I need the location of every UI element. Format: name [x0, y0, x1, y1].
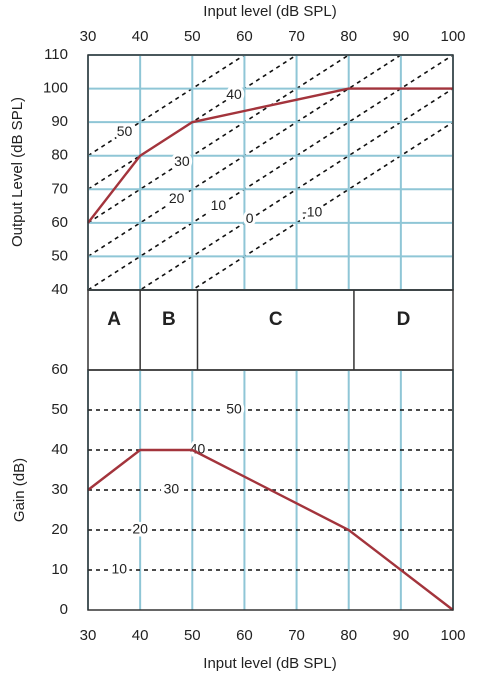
gain-label: 20: [132, 521, 148, 537]
y-tick-label: 50: [51, 247, 68, 264]
y-tick-label: 30: [51, 481, 68, 498]
y-tick-label: 20: [51, 521, 68, 538]
series-line: [87, 87, 453, 224]
x-tick-label: 50: [184, 28, 201, 45]
gain-line: [138, 87, 453, 290]
x-tick-label: 40: [132, 627, 149, 644]
plot: [88, 55, 453, 290]
gain-label: -10: [302, 203, 322, 219]
y-tick-label: 90: [51, 113, 68, 130]
y-axis-title: Gain (dB): [11, 458, 28, 522]
y-tick-label: 40: [51, 281, 68, 298]
y-tick-label: 110: [44, 46, 68, 63]
x-tick-label: 90: [393, 28, 410, 45]
gain-label: 50: [117, 123, 133, 139]
y-tick-label: 50: [51, 401, 68, 418]
x-tick-label: 30: [80, 28, 97, 45]
gain-label: 30: [164, 481, 180, 497]
x-tick-label: 30: [80, 627, 97, 644]
x-tick-label: 100: [440, 627, 465, 644]
gain-label: 30: [174, 153, 190, 169]
y-tick-label: 60: [51, 214, 68, 231]
gain-label: 20: [169, 190, 185, 206]
y-tick-label: 70: [51, 180, 68, 197]
gain-line: [190, 121, 453, 290]
region-label: D: [397, 309, 411, 330]
region-label: B: [162, 309, 176, 330]
y-tick-label: 100: [43, 80, 68, 97]
gain-line: [88, 55, 246, 157]
gain-label: 40: [226, 86, 242, 102]
gain-label: 50: [226, 401, 242, 417]
gain-label: 10: [111, 561, 127, 577]
x-axis-title: Input level (dB SPL): [203, 655, 336, 672]
x-tick-label: 100: [440, 28, 465, 45]
gain-label: 10: [211, 197, 227, 213]
y-tick-label: 0: [60, 601, 68, 618]
plot-frame: [87, 369, 454, 611]
x-tick-label: 60: [236, 627, 253, 644]
y-tick-label: 10: [51, 561, 68, 578]
gain-line: [88, 55, 403, 258]
y-axis-title: Output Level (dB SPL): [9, 97, 26, 247]
x-axis-title: Input level (dB SPL): [203, 3, 336, 20]
y-tick-label: 60: [51, 361, 68, 378]
x-tick-label: 40: [132, 28, 149, 45]
x-tick-label: 80: [340, 28, 357, 45]
region-label: C: [269, 309, 283, 330]
series-line: [87, 448, 454, 611]
x-tick-label: 70: [288, 627, 305, 644]
x-tick-label: 50: [184, 627, 201, 644]
x-tick-label: 70: [288, 28, 305, 45]
x-tick-label: 80: [340, 627, 357, 644]
x-tick-label: 60: [236, 28, 253, 45]
gain-label: 0: [246, 210, 254, 226]
y-tick-label: 40: [51, 441, 68, 458]
region-label: A: [107, 309, 121, 330]
y-tick-label: 80: [51, 147, 68, 164]
x-tick-label: 90: [393, 627, 410, 644]
gain-line: [88, 55, 453, 290]
